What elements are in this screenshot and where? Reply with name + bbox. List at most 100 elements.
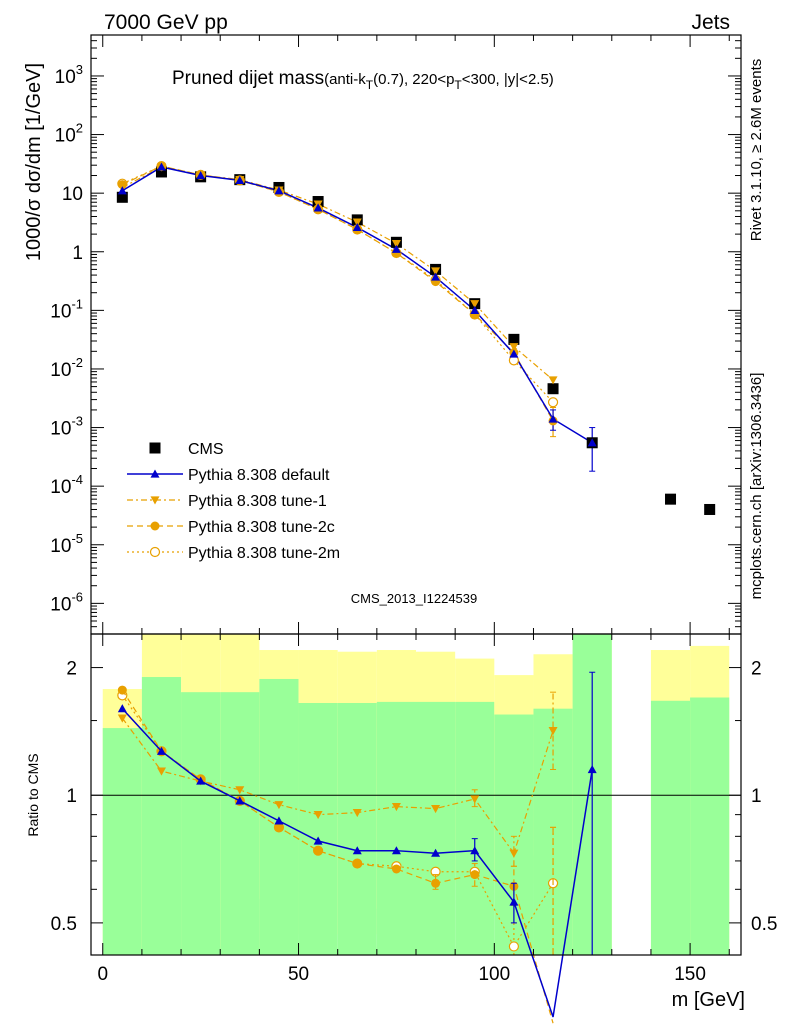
tick-base: 10	[50, 594, 71, 615]
ratio-y-tick-label: 0.5	[51, 914, 77, 935]
main-y-tick-label: 10-3	[50, 414, 83, 440]
mc-point	[117, 186, 127, 195]
tick-exponent: 3	[76, 62, 83, 77]
tick-base: 10	[50, 477, 71, 498]
title-detail-part: <300, |y|<2.5)	[462, 71, 554, 88]
legend-label: Pythia 8.308 tune-2c	[188, 519, 335, 536]
mc-point	[548, 376, 558, 385]
ratio-point	[274, 801, 284, 810]
mc-series-line	[122, 165, 554, 422]
mc-point	[156, 162, 166, 171]
title-subscript: T	[454, 78, 462, 92]
ratio-panel: 0 50 100 150 0.5 0.5 1 1 2 2	[51, 633, 777, 1024]
ratio-point	[548, 727, 558, 736]
main-y-tick-label: 10-1	[50, 296, 83, 322]
analysis-watermark: CMS_2013_I1224539	[351, 591, 478, 606]
mc-point	[352, 222, 362, 232]
tick-exponent: -1	[71, 296, 83, 311]
tick-exponent: -3	[71, 414, 83, 429]
mc-point	[391, 244, 401, 253]
header-left: 7000 GeV pp	[104, 11, 228, 34]
ratio-point	[352, 809, 362, 818]
ratio-point	[117, 714, 127, 723]
main-y-tick-label: 102	[55, 121, 83, 147]
ratio-point	[587, 764, 597, 774]
ratio-point	[431, 848, 441, 857]
tick-exponent: 2	[76, 121, 83, 136]
data-point	[547, 383, 559, 395]
uncertainty-band-inner	[690, 697, 730, 955]
ratio-point	[235, 786, 245, 795]
tick-exponent: -4	[71, 472, 83, 487]
ratio-point	[352, 859, 362, 869]
mc-point	[509, 349, 519, 358]
tick-base: 10	[55, 126, 76, 147]
mc-point	[509, 343, 519, 352]
legend: CMS Pythia 8.308 default Pythia 8.308 tune…	[127, 441, 340, 562]
tick-base: 10	[50, 536, 71, 557]
x-tick-label: 0	[97, 964, 108, 985]
ratio-point	[274, 822, 284, 832]
mc-series-line	[121, 166, 593, 444]
data-point	[665, 493, 677, 505]
legend-marker	[150, 496, 160, 505]
tick-exponent: -5	[71, 531, 83, 546]
data-point	[155, 166, 167, 178]
tick-exponent: -6	[71, 589, 83, 604]
ratio-y-tick-label-right: 1	[751, 786, 762, 807]
tick-base: 10	[50, 419, 71, 440]
mc-point	[235, 175, 245, 185]
ratio-point	[508, 941, 519, 952]
uncertainty-band-inner	[337, 703, 377, 955]
ratio-point	[313, 811, 323, 820]
ratio-point	[156, 767, 166, 776]
x-tick-label: 150	[674, 964, 706, 985]
ratio-point	[117, 704, 127, 713]
ratio-point	[470, 870, 480, 880]
legend-label: Pythia 8.308 tune-1	[188, 493, 327, 510]
tick-exponent: -2	[71, 355, 83, 370]
mc-point	[470, 305, 480, 314]
x-tick-label: 50	[288, 964, 309, 985]
main-y-tick-label: 10-2	[50, 355, 83, 381]
main-y-tick-label: 10	[62, 184, 83, 205]
ratio-point	[274, 816, 284, 825]
ratio-point	[391, 846, 401, 855]
ratio-point	[509, 849, 519, 858]
mc-point	[352, 218, 362, 227]
header-right: Jets	[691, 11, 730, 34]
main-y-tick-label: 10-4	[50, 472, 83, 498]
ratio-y-tick-label-right: 2	[751, 659, 762, 680]
uncertainty-band-inner	[181, 692, 221, 955]
x-tick-label: 100	[478, 964, 510, 985]
mcplots-label: mcplots.cern.ch [arXiv:1306.3436]	[748, 373, 765, 600]
ratio-y-tick-label-right: 0.5	[751, 914, 777, 935]
mc-point	[196, 171, 206, 180]
title-detail-part: (0.7), 220<p	[373, 71, 454, 88]
ratio-ylabel: Ratio to CMS	[25, 753, 41, 836]
uncertainty-band-inner	[102, 728, 142, 955]
mc-point	[313, 203, 323, 212]
ratio-point	[470, 846, 480, 855]
data-point	[116, 191, 128, 203]
ratio-point	[313, 846, 323, 856]
main-title-text: Pruned dijet mass	[172, 68, 324, 89]
legend-label: CMS	[188, 441, 224, 458]
legend-label: Pythia 8.308 tune-2m	[188, 545, 340, 562]
mc-point	[274, 186, 284, 195]
legend-marker	[149, 442, 161, 454]
main-y-tick-label: 1	[72, 243, 83, 264]
main-y-tick-label: 10-6	[50, 589, 83, 615]
main-y-tick-label: 10-5	[50, 531, 83, 557]
ratio-point	[117, 685, 127, 695]
ratio-point	[156, 746, 166, 755]
ratio-point	[470, 795, 480, 804]
ratio-point	[235, 796, 245, 805]
ratio-point	[196, 776, 206, 785]
ratio-series-line	[121, 689, 554, 1024]
ratio-series-line	[121, 717, 554, 855]
mc-point	[547, 397, 559, 408]
uncertainty-band-inner	[141, 677, 182, 955]
main-ylabel: 1000/σ dσ/dm [1/GeV]	[23, 63, 45, 261]
